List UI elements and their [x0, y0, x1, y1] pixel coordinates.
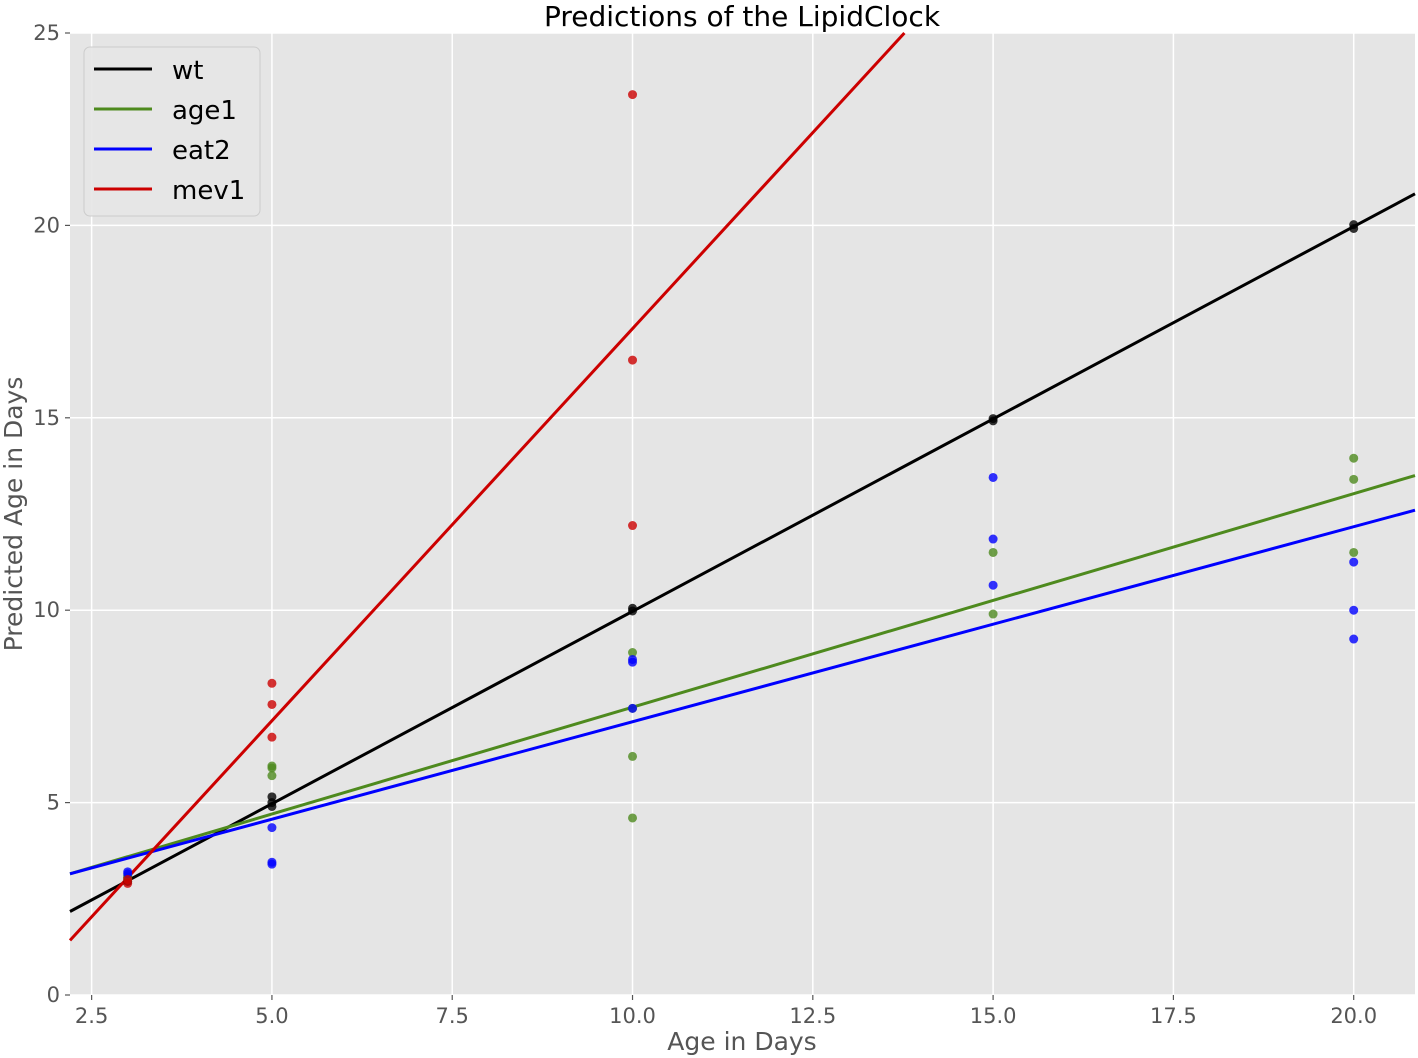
data-point-wt	[267, 792, 277, 802]
data-point-age1	[628, 813, 638, 823]
legend-box	[83, 46, 261, 217]
data-point-age1	[267, 761, 277, 771]
data-point-mev1	[123, 875, 133, 885]
legend: wt age1 eat2 mev1	[83, 46, 261, 217]
data-point-eat2	[988, 472, 998, 482]
data-point-age1	[988, 547, 998, 557]
data-point-age1	[1349, 547, 1359, 557]
data-point-age1	[1349, 474, 1359, 484]
y-axis-ticks: 0 5 10 15 20 25	[33, 21, 70, 1007]
x-tick-label: 20.0	[1330, 1004, 1377, 1028]
data-point-age1	[628, 648, 638, 658]
data-point-eat2	[1349, 557, 1359, 567]
chart-title: Predictions of the LipidClock	[544, 0, 941, 33]
legend-label-eat2: eat2	[172, 136, 231, 166]
legend-label-wt: wt	[172, 56, 203, 86]
data-point-mev1	[267, 699, 277, 709]
y-tick-label: 20	[33, 213, 60, 237]
data-point-wt	[988, 414, 998, 424]
data-point-mev1	[628, 521, 638, 531]
data-point-age1	[988, 609, 998, 619]
data-point-eat2	[1349, 605, 1359, 615]
data-point-mev1	[267, 732, 277, 742]
y-tick-label: 10	[33, 598, 60, 622]
data-point-eat2	[628, 654, 638, 664]
fit-line-age1	[69, 474, 1416, 876]
data-point-eat2	[267, 857, 277, 867]
data-point-age1	[267, 771, 277, 781]
data-point-eat2	[123, 867, 133, 877]
data-point-mev1	[628, 90, 638, 100]
fit-line-eat2	[69, 508, 1416, 876]
x-tick-label: 7.5	[436, 1004, 469, 1028]
legend-label-age1: age1	[172, 96, 237, 126]
x-tick-label: 10.0	[609, 1004, 656, 1028]
y-tick-label: 0	[47, 983, 60, 1007]
data-point-eat2	[267, 823, 277, 833]
x-tick-label: 12.5	[789, 1004, 836, 1028]
x-axis-ticks: 2.5 5.0 7.5 10.0 12.5 15.0 17.5 20.0	[75, 995, 1377, 1028]
data-points	[123, 90, 1359, 888]
data-point-eat2	[628, 703, 638, 713]
data-point-mev1	[267, 678, 277, 688]
data-point-mev1	[628, 355, 638, 365]
plot-area	[70, 33, 1415, 995]
data-point-eat2	[988, 580, 998, 590]
x-tick-label: 15.0	[970, 1004, 1017, 1028]
fit-line-mev1	[68, 31, 906, 942]
y-tick-label: 25	[33, 21, 60, 45]
data-point-age1	[1349, 453, 1359, 463]
fit-line-wt	[69, 192, 1416, 913]
grid	[70, 32, 1415, 996]
x-tick-label: 17.5	[1150, 1004, 1197, 1028]
y-tick-label: 5	[47, 791, 60, 815]
y-axis-label: Predicted Age in Days	[0, 377, 28, 652]
data-point-eat2	[1349, 634, 1359, 644]
data-point-wt	[628, 603, 638, 613]
y-tick-label: 15	[33, 406, 60, 430]
data-point-eat2	[988, 534, 998, 544]
x-tick-label: 5.0	[255, 1004, 288, 1028]
legend-label-mev1: mev1	[172, 176, 245, 206]
fit-lines	[68, 31, 1416, 942]
data-point-age1	[628, 751, 638, 761]
x-tick-label: 2.5	[75, 1004, 108, 1028]
data-point-wt	[1349, 220, 1359, 230]
x-axis-label: Age in Days	[667, 1027, 816, 1056]
